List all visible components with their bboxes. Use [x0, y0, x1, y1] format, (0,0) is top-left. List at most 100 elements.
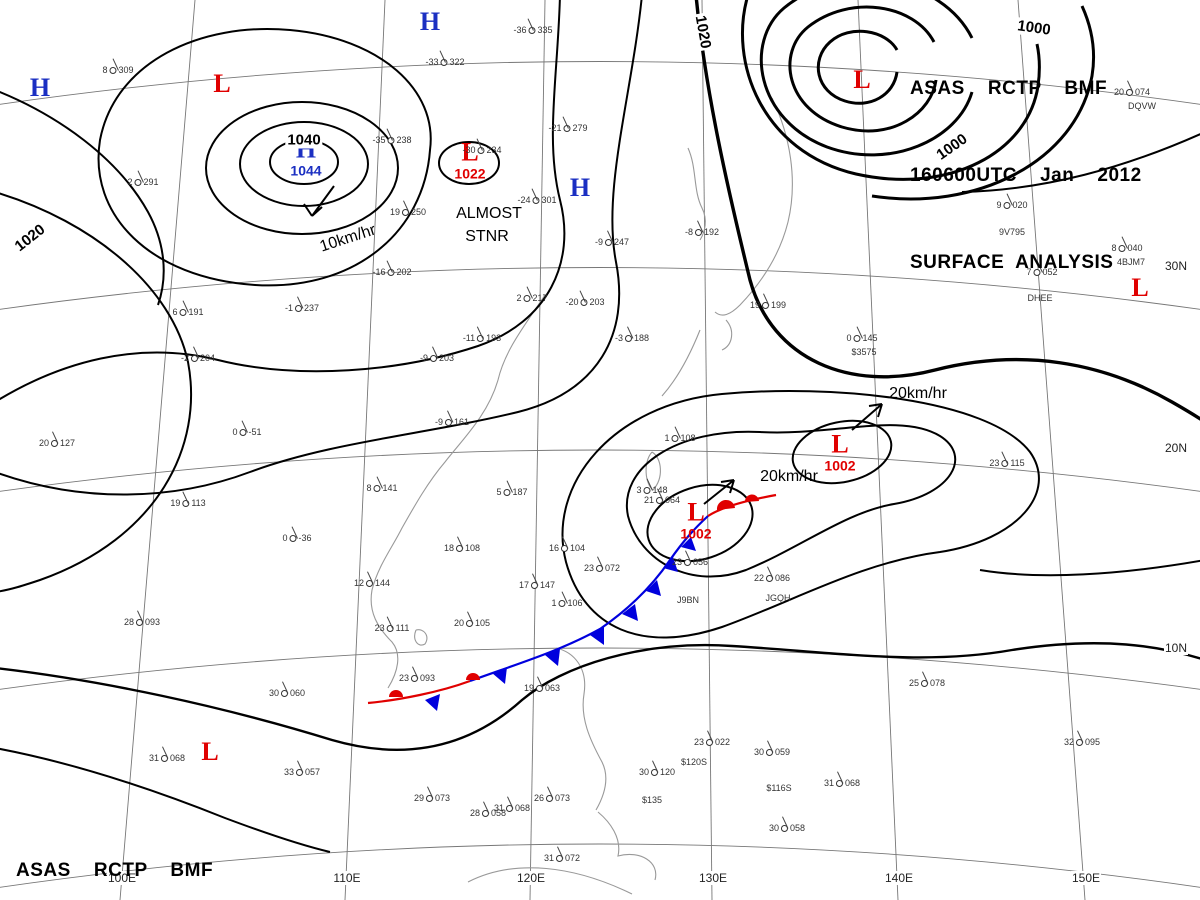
- station-circle-icon: [853, 335, 861, 343]
- station-pressure: 108: [464, 543, 481, 553]
- low-symbol: L: [213, 69, 231, 98]
- station-temp: 6: [172, 307, 178, 317]
- station-plot: 23 072: [584, 556, 621, 573]
- station-temp: 33: [283, 767, 294, 777]
- station-circle-icon: [239, 429, 247, 437]
- high-pressure-center: H: [570, 175, 590, 201]
- longitude-label: 140E: [883, 871, 915, 885]
- movement-arrow-high: [303, 185, 335, 217]
- station-circle-icon: [705, 739, 713, 747]
- station-temp: -9: [434, 417, 443, 427]
- station-circle-icon: [373, 485, 381, 493]
- station-plot: 19 063: [524, 676, 560, 693]
- station-pressure: 234: [486, 145, 502, 155]
- station-temp: 16: [548, 543, 559, 553]
- station-temp: 1: [551, 598, 557, 608]
- station-pressure: 238: [396, 135, 412, 145]
- station-pressure: 072: [604, 563, 621, 573]
- high-pressure-center: H: [30, 75, 50, 101]
- station-pressure: 106: [567, 598, 583, 608]
- station-pressure: 120: [659, 767, 676, 777]
- station-circle-icon: [604, 239, 612, 247]
- station-pressure: 187: [512, 487, 528, 497]
- station-pressure: 086: [774, 573, 791, 583]
- station-pressure: 141: [382, 483, 398, 493]
- station-temp: 31: [148, 753, 159, 763]
- station-plot: -21 279: [548, 116, 588, 133]
- station-pressure: -36: [298, 533, 312, 543]
- station-plot: -35 238: [372, 128, 412, 145]
- station-pressure: 322: [449, 57, 465, 67]
- station-temp: -9: [419, 353, 428, 363]
- station-plot: 8 309: [102, 58, 134, 75]
- station-plot: 0 -51: [232, 420, 262, 437]
- station-temp: -2: [180, 353, 189, 363]
- station-temp: -9: [594, 237, 603, 247]
- high-symbol: H: [569, 173, 591, 202]
- station-circle-icon: [1125, 89, 1133, 97]
- station-temp: -11: [462, 333, 476, 343]
- station-code: $120S: [680, 757, 708, 767]
- low-symbol: L: [1131, 273, 1149, 302]
- station-plot: 23 056: [672, 550, 708, 567]
- center-pressure-value: 1044: [290, 162, 322, 179]
- station-code: J9BN: [676, 595, 700, 605]
- station-circle-icon: [109, 67, 117, 75]
- center-pressure-value: 1022: [454, 165, 486, 182]
- station-plot: -8 192: [685, 220, 719, 237]
- station-pressure: 279: [572, 123, 588, 133]
- station-circle-icon: [694, 229, 702, 237]
- station-plot: 31 072: [543, 846, 580, 863]
- chart-type: SURFACE ANALYSIS: [910, 252, 1114, 273]
- station-temp: 19: [170, 498, 181, 508]
- station-temp: 19: [389, 207, 400, 217]
- warm-front-symbols: [389, 494, 759, 697]
- station-circle-icon: [289, 535, 297, 543]
- station-circle-icon: [765, 749, 773, 757]
- station-plot: 16 104: [548, 536, 585, 553]
- station-plot: 28 093: [124, 610, 160, 627]
- station-circle-icon: [134, 179, 142, 187]
- station-temp: 30: [268, 688, 279, 698]
- station-pressure: 291: [143, 177, 159, 187]
- station-temp: 30: [768, 823, 779, 833]
- station-plot: 31 068: [148, 746, 185, 763]
- high-symbol: H: [29, 73, 51, 102]
- station-circle-icon: [1075, 739, 1083, 747]
- station-plot: -3 188: [615, 326, 649, 343]
- station-pressure: 058: [490, 808, 507, 818]
- station-temp: 28: [469, 808, 480, 818]
- station-plot: 19 250: [389, 200, 426, 217]
- longitude-label: 150E: [1070, 871, 1102, 885]
- station-circle-icon: [503, 489, 511, 497]
- station-pressure: 093: [419, 673, 436, 683]
- station-plot: 2 217: [516, 286, 548, 303]
- station-temp: -33: [425, 57, 439, 67]
- annotation-text: 10km/hr: [317, 221, 378, 256]
- station-plot: 8 141: [366, 476, 398, 493]
- station-temp: 31: [543, 853, 554, 863]
- station-code: $135: [641, 795, 663, 805]
- station-code: JGQH: [765, 593, 791, 603]
- station-circle-icon: [555, 855, 563, 863]
- isobar-1000: [871, 5, 1096, 201]
- station-pressure: 161: [453, 417, 470, 427]
- station-temp: 18: [443, 543, 454, 553]
- chart-id: ASAS RCTP BMF: [16, 860, 214, 881]
- station-pressure: 108: [680, 433, 696, 443]
- station-temp: 20: [453, 618, 464, 628]
- station-pressure: 059: [774, 747, 791, 757]
- station-temp: 30: [753, 747, 764, 757]
- station-plot: 23 115: [989, 451, 1025, 468]
- front-cold-segment: [469, 515, 709, 683]
- station-plot: -9 247: [594, 230, 629, 247]
- station-circle-icon: [444, 419, 452, 427]
- station-plot: 17 147: [519, 573, 555, 590]
- station-plot: 23 093: [399, 666, 436, 683]
- station-temp: -35: [372, 135, 386, 145]
- station-plot: 19 199: [750, 293, 786, 310]
- high-symbol: H: [419, 7, 441, 36]
- station-plot: -24 301: [517, 188, 557, 205]
- station-circle-icon: [50, 440, 58, 448]
